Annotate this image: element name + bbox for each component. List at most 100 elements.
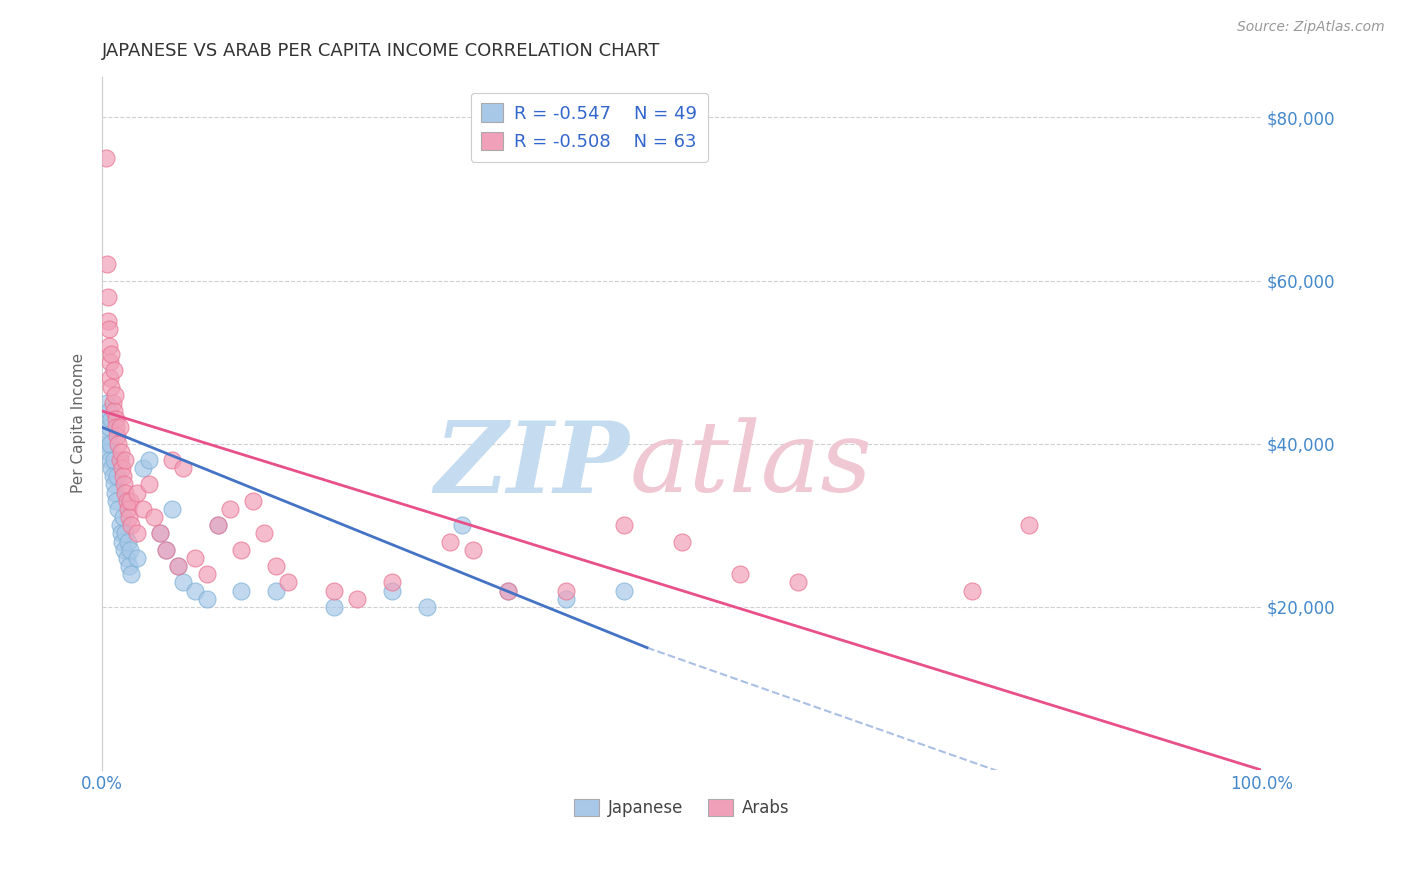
Point: [218, 502, 240, 516]
Point: [105, 412, 128, 426]
Point: [125, 526, 148, 541]
Point: [94, 151, 117, 165]
Point: [114, 453, 136, 467]
Point: [96, 412, 118, 426]
Point: [166, 559, 188, 574]
Y-axis label: Per Capita Income: Per Capita Income: [72, 353, 86, 493]
Point: [277, 575, 299, 590]
Point: [960, 583, 983, 598]
Point: [264, 583, 287, 598]
Point: [231, 542, 253, 557]
Point: [97, 314, 120, 328]
Point: [98, 371, 121, 385]
Point: [114, 485, 136, 500]
Point: [118, 510, 141, 524]
Point: [346, 591, 368, 606]
Text: atlas: atlas: [630, 417, 872, 513]
Point: [160, 453, 183, 467]
Point: [117, 534, 139, 549]
Point: [143, 510, 166, 524]
Point: [160, 502, 183, 516]
Point: [101, 469, 124, 483]
Point: [108, 518, 131, 533]
Point: [100, 379, 122, 393]
Point: [671, 534, 693, 549]
Point: [125, 485, 148, 500]
Point: [98, 453, 121, 467]
Point: [728, 567, 751, 582]
Point: [132, 502, 155, 516]
Point: [100, 347, 122, 361]
Point: [103, 404, 125, 418]
Point: [184, 583, 207, 598]
Point: [172, 575, 194, 590]
Point: [104, 485, 127, 500]
Point: [98, 436, 121, 450]
Point: [172, 461, 194, 475]
Point: [207, 518, 229, 533]
Point: [100, 412, 122, 426]
Point: [101, 396, 124, 410]
Point: [103, 453, 125, 467]
Point: [110, 445, 132, 459]
Point: [242, 493, 264, 508]
Point: [111, 534, 134, 549]
Point: [98, 355, 121, 369]
Point: [98, 420, 121, 434]
Point: [103, 363, 125, 377]
Point: [108, 420, 131, 434]
Point: [107, 502, 129, 516]
Text: JAPANESE VS ARAB PER CAPITA INCOME CORRELATION CHART: JAPANESE VS ARAB PER CAPITA INCOME CORRE…: [103, 42, 661, 60]
Point: [112, 542, 135, 557]
Point: [184, 550, 207, 565]
Point: [105, 493, 128, 508]
Point: [97, 428, 120, 442]
Point: [450, 518, 472, 533]
Point: [96, 396, 118, 410]
Point: [149, 526, 172, 541]
Point: [253, 526, 276, 541]
Point: [98, 404, 121, 418]
Point: [98, 339, 121, 353]
Point: [111, 461, 134, 475]
Point: [554, 583, 576, 598]
Point: [118, 493, 141, 508]
Point: [105, 428, 128, 442]
Point: [97, 445, 120, 459]
Point: [323, 583, 346, 598]
Point: [166, 559, 188, 574]
Point: [786, 575, 808, 590]
Point: [496, 583, 519, 598]
Point: [110, 526, 132, 541]
Point: [125, 550, 148, 565]
Point: [117, 502, 139, 516]
Point: [118, 559, 141, 574]
Point: [115, 550, 138, 565]
Point: [138, 453, 160, 467]
Point: [120, 518, 142, 533]
Text: Source: ZipAtlas.com: Source: ZipAtlas.com: [1237, 20, 1385, 34]
Point: [439, 534, 461, 549]
Point: [105, 469, 128, 483]
Point: [461, 542, 484, 557]
Point: [381, 575, 404, 590]
Point: [155, 542, 177, 557]
Point: [108, 453, 131, 467]
Point: [323, 599, 346, 614]
Point: [613, 583, 636, 598]
Point: [496, 583, 519, 598]
Point: [207, 518, 229, 533]
Point: [195, 591, 218, 606]
Point: [118, 542, 141, 557]
Point: [264, 559, 287, 574]
Point: [97, 290, 120, 304]
Point: [112, 510, 135, 524]
Point: [100, 461, 122, 475]
Point: [416, 599, 439, 614]
Point: [114, 526, 136, 541]
Point: [98, 322, 121, 336]
Point: [195, 567, 218, 582]
Point: [112, 477, 135, 491]
Legend: Japanese, Arabs: Japanese, Arabs: [568, 793, 796, 824]
Point: [132, 461, 155, 475]
